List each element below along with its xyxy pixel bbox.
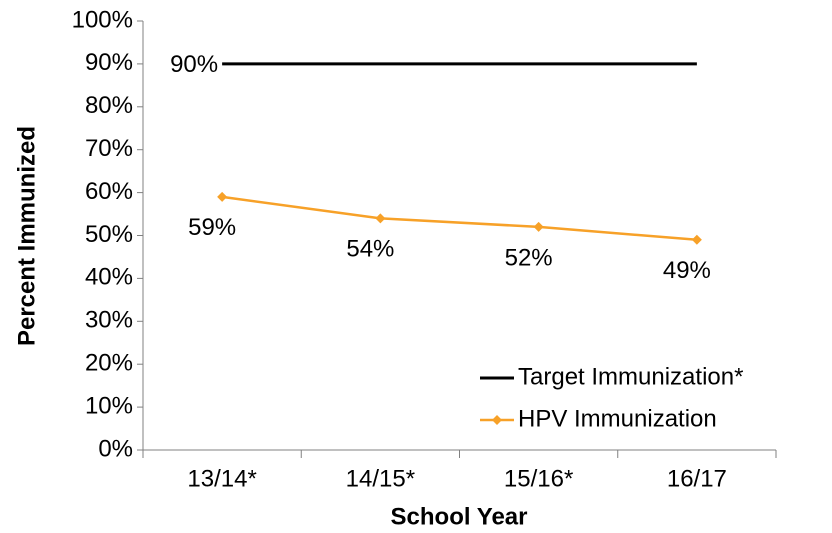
series-line [221,195,697,242]
x-tick-label: 13/14* [187,465,256,492]
y-axis-title: Percent Immunized [13,126,40,346]
marker [533,221,544,232]
x-tick-label: 14/15* [346,465,415,492]
x-tick-label: 15/16* [504,465,573,492]
y-tick-label: 40% [85,264,133,291]
legend-label: Target Immunization* [518,363,743,390]
y-tick-label: 0% [98,435,133,462]
y-tick-label: 100% [72,6,133,33]
marker [375,213,386,224]
data-label: 90% [170,51,218,78]
data-label: 49% [663,257,711,284]
marker [691,234,702,245]
data-label: 54% [346,236,394,263]
data-label: 52% [505,244,553,271]
y-tick-label: 70% [85,135,133,162]
x-tick-label: 16/17 [667,465,727,492]
legend-marker [492,415,502,425]
y-tick-label: 60% [85,178,133,205]
y-tick-label: 50% [85,221,133,248]
x-axis-title: School Year [391,503,528,530]
data-label: 59% [188,214,236,241]
y-tick-label: 20% [85,350,133,377]
y-tick-label: 10% [85,392,133,419]
y-tick-label: 90% [85,49,133,76]
y-tick-label: 30% [85,307,133,334]
y-tick-label: 80% [85,92,133,119]
legend-label: HPV Immunization [518,405,717,432]
marker [217,191,228,202]
